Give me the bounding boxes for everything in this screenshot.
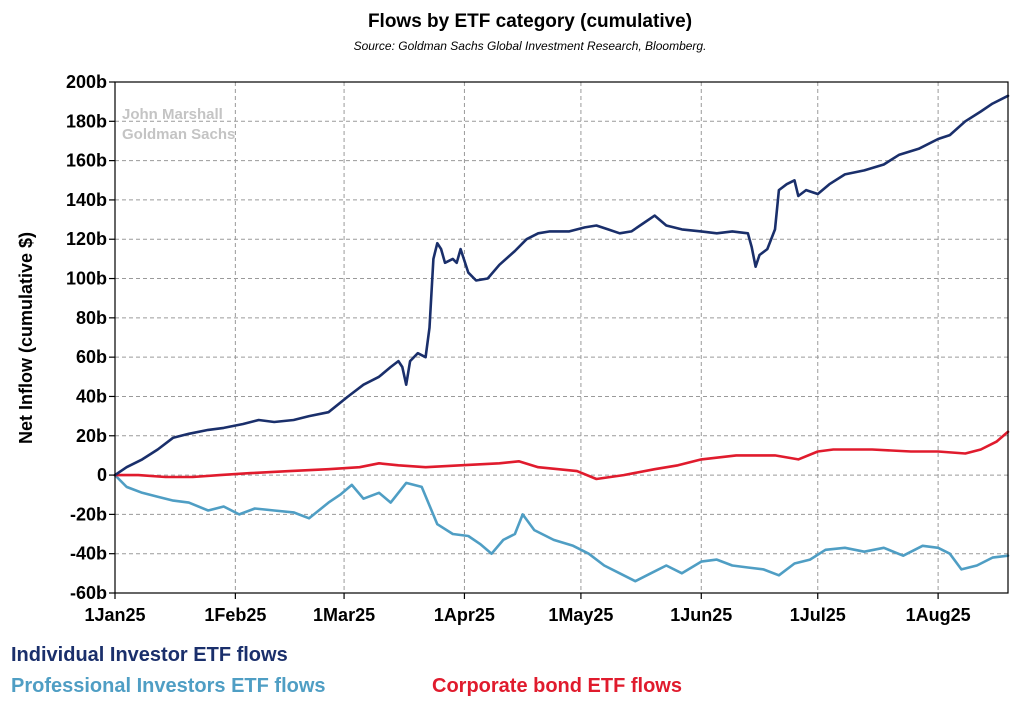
y-tick-label: 20b (76, 426, 107, 446)
chart-title: Flows by ETF category (cumulative) (368, 11, 692, 32)
y-tick-label: 160b (66, 151, 107, 171)
watermark-line-2: Goldman Sachs (122, 126, 235, 143)
y-tick-label: 200b (66, 72, 107, 92)
x-tick-label: 1Mar25 (313, 605, 375, 625)
x-tick-label: 1Jun25 (670, 605, 732, 625)
legend-professional-investors: Professional Investors ETF flows (11, 675, 326, 697)
y-tick-label: 180b (66, 111, 107, 131)
y-tick-label: 80b (76, 308, 107, 328)
y-tick-label: 140b (66, 190, 107, 210)
series-lines (113, 94, 1010, 583)
y-tick-label: -60b (70, 583, 107, 603)
x-axis-ticks: 1Jan25 1Feb25 1Mar25 1Apr25 1May25 1Jun25 1Jul… (84, 593, 971, 625)
watermark-line-1: John Marshall (122, 106, 223, 123)
chart-subtitle: Source: Goldman Sachs Global Investment … (354, 39, 707, 53)
plot-area-border (114, 81, 1009, 594)
x-tick-label: 1Feb25 (204, 605, 266, 625)
y-tick-label: -40b (70, 544, 107, 564)
series-individual-investor-line (113, 94, 1010, 477)
y-tick-label: 100b (66, 269, 107, 289)
x-tick-label: 1Jan25 (84, 605, 145, 625)
y-tick-label: 120b (66, 229, 107, 249)
legend-individual-investor: Individual Investor ETF flows (11, 644, 288, 666)
y-axis-ticks: 200b 180b 160b 140b 120b 100b 80b 60b 40b 20b 0 -20… (66, 72, 115, 603)
y-tick-label: -20b (70, 504, 107, 524)
y-tick-label: 40b (76, 386, 107, 406)
series-professional-investors-line (113, 473, 1010, 583)
y-axis-label: Net Inflow (cumulative $) (16, 232, 36, 444)
y-tick-label: 0 (97, 465, 107, 485)
y-tick-label: 60b (76, 347, 107, 367)
legend-corporate-bond: Corporate bond ETF flows (432, 675, 682, 697)
grid-lines (115, 82, 1008, 593)
x-tick-label: 1Jul25 (790, 605, 846, 625)
x-tick-label: 1Apr25 (434, 605, 495, 625)
series-corporate-bond-line (113, 430, 1010, 481)
x-tick-label: 1May25 (548, 605, 613, 625)
x-tick-label: 1Aug25 (906, 605, 971, 625)
